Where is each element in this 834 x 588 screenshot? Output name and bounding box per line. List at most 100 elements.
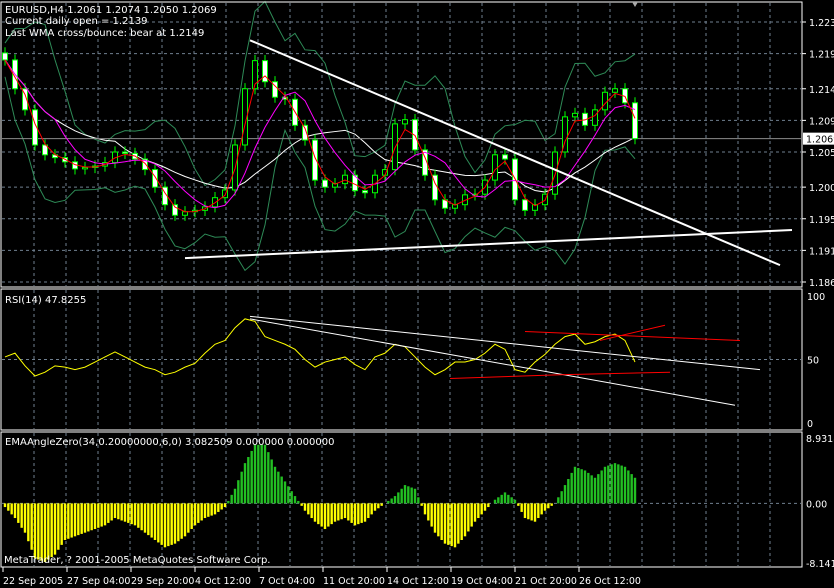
histogram-bar xyxy=(520,503,523,512)
histogram-bar xyxy=(57,503,60,550)
histogram-bar xyxy=(177,503,180,542)
histogram-bar xyxy=(393,496,397,504)
histogram-bar xyxy=(403,485,407,504)
histogram-bar xyxy=(180,503,183,539)
histogram-bar xyxy=(107,503,110,523)
ema-tick-label: -8.14195 xyxy=(806,559,834,570)
histogram-bar xyxy=(347,503,350,521)
histogram-bar xyxy=(630,474,633,504)
candle-body xyxy=(322,179,328,188)
histogram-bar xyxy=(173,503,177,544)
histogram-bar xyxy=(113,503,117,519)
histogram-bar xyxy=(617,464,620,504)
histogram-bar xyxy=(97,503,100,528)
histogram-bar xyxy=(300,503,303,506)
histogram-bar xyxy=(600,470,603,504)
rsi-trendline xyxy=(524,331,741,341)
candle-body xyxy=(632,102,638,140)
histogram-bar xyxy=(260,444,263,504)
histogram-bar xyxy=(400,488,403,504)
histogram-bar xyxy=(103,503,107,526)
candle-body xyxy=(222,189,228,199)
ema-title: EMAAngleZero(34,0.20000000,6,0) 3.082509… xyxy=(5,437,334,448)
histogram-bar xyxy=(193,503,197,526)
time-tick-label: 14 Oct 12:00 xyxy=(387,576,449,587)
candle-body xyxy=(342,174,348,185)
histogram-bar xyxy=(20,503,23,528)
candle-body xyxy=(562,116,568,153)
histogram-bar xyxy=(540,503,543,515)
histogram-bar xyxy=(623,466,627,504)
histogram-bar xyxy=(50,503,53,558)
candle-body xyxy=(252,60,258,90)
candle-body xyxy=(2,52,8,61)
rsi-tick-label: 100 xyxy=(807,292,825,303)
histogram-bar xyxy=(150,503,153,538)
histogram-bar xyxy=(350,503,353,523)
histogram-bar xyxy=(510,497,513,504)
histogram-bar xyxy=(240,471,243,504)
histogram-bar xyxy=(453,503,457,548)
fast-wma-line xyxy=(4,59,636,213)
candle-body xyxy=(592,109,598,126)
histogram-bar xyxy=(87,503,90,532)
histogram-bar xyxy=(483,503,487,511)
histogram-bar xyxy=(480,503,483,515)
histogram-bar xyxy=(580,469,583,504)
mid-ma-line xyxy=(4,59,636,209)
histogram-bar xyxy=(367,503,370,519)
price-panel[interactable] xyxy=(2,0,801,272)
candle-body xyxy=(402,119,408,125)
histogram-bar xyxy=(423,503,427,515)
histogram-bar xyxy=(357,503,360,525)
price-tick-label: 1.2000 xyxy=(809,183,834,194)
candle-body xyxy=(572,112,578,118)
histogram-bar xyxy=(420,503,423,506)
daily-open-text: Current daily open = 1.2139 xyxy=(5,16,148,27)
histogram-bar xyxy=(187,503,190,533)
histogram-bar xyxy=(33,503,37,559)
histogram-bar xyxy=(257,444,260,504)
histogram-bar xyxy=(447,503,450,545)
histogram-bar xyxy=(10,503,13,515)
candle-body xyxy=(242,88,248,146)
histogram-bar xyxy=(430,503,433,527)
histogram-bar xyxy=(153,503,157,540)
candle-body xyxy=(122,151,128,154)
histogram-bar xyxy=(527,503,530,520)
trendline xyxy=(249,39,781,267)
histogram-bar xyxy=(613,463,617,504)
histogram-bar xyxy=(330,503,333,525)
histogram-bar xyxy=(627,470,630,504)
histogram-bar xyxy=(503,492,507,504)
histogram-bar xyxy=(43,503,47,562)
histogram-bar xyxy=(517,503,520,506)
shift-marker-icon[interactable] xyxy=(632,2,638,7)
histogram-bar xyxy=(310,503,313,519)
histogram-bar xyxy=(460,503,463,540)
histogram-bar xyxy=(37,503,40,560)
histogram-bar xyxy=(567,478,570,504)
histogram-bar xyxy=(523,503,527,519)
histogram-bar xyxy=(293,496,297,504)
candle-body xyxy=(502,154,508,160)
histogram-bar xyxy=(593,477,597,504)
histogram-bar xyxy=(117,503,120,520)
time-tick-label: 21 Oct 20:00 xyxy=(515,576,577,587)
histogram-bar xyxy=(443,503,447,544)
candle-body xyxy=(552,151,558,195)
histogram-bar xyxy=(170,503,173,545)
histogram-bar xyxy=(7,503,10,511)
histogram-bar xyxy=(493,499,497,504)
rsi-panel[interactable] xyxy=(4,315,761,406)
histogram-bar xyxy=(233,488,237,504)
ema-angle-panel[interactable] xyxy=(3,444,637,562)
histogram-bar xyxy=(487,503,490,508)
histogram-bar xyxy=(620,465,623,504)
time-tick-label: 7 Oct 04:00 xyxy=(259,576,315,587)
histogram-bar xyxy=(23,503,27,533)
rsi-title: RSI(14) 47.8255 xyxy=(5,295,86,306)
histogram-bar xyxy=(247,457,250,504)
candle-body xyxy=(262,60,268,83)
